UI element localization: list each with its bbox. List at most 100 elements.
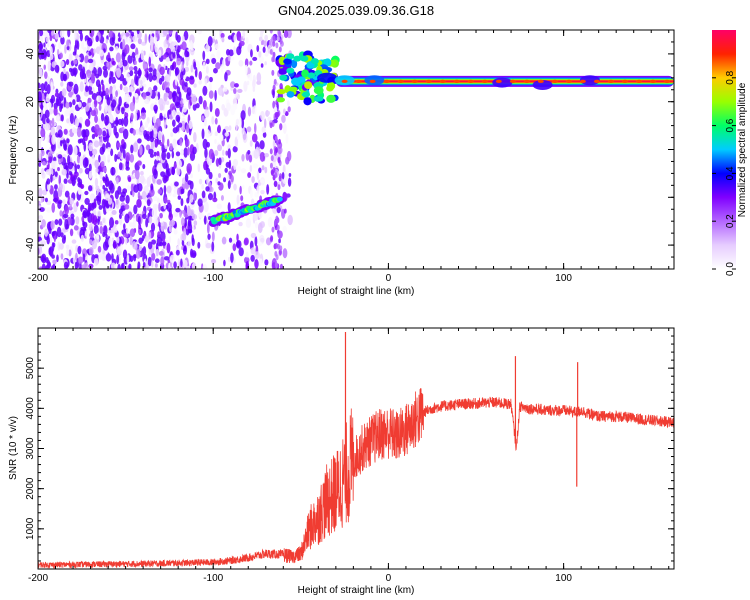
noise-speckle	[106, 61, 110, 67]
noise-speckle	[226, 102, 231, 112]
noise-speckle	[107, 154, 111, 161]
noise-speckle	[108, 237, 113, 247]
noise-speckle	[117, 104, 121, 111]
noise-speckle	[168, 30, 173, 35]
streak-speckle	[279, 173, 283, 180]
noise-speckle	[252, 79, 256, 89]
noise-speckle	[201, 183, 205, 190]
noise-speckle	[77, 56, 81, 61]
noise-speckle	[88, 63, 94, 72]
noise-speckle	[205, 186, 210, 192]
noise-speckle	[242, 30, 246, 39]
noise-speckle	[175, 101, 181, 109]
noise-speckle	[264, 50, 269, 57]
noise-speckle	[137, 138, 142, 144]
noise-speckle	[123, 142, 127, 150]
noise-speckle	[148, 72, 153, 83]
noise-speckle	[211, 57, 217, 65]
noise-speckle	[106, 96, 111, 106]
track-highlight	[607, 79, 614, 83]
noise-speckle	[118, 208, 124, 215]
noise-speckle	[273, 106, 278, 114]
noise-speckle	[77, 176, 81, 183]
noise-speckle	[142, 246, 147, 256]
noise-speckle	[227, 54, 231, 62]
noise-speckle	[55, 96, 62, 107]
noise-speckle	[155, 30, 159, 38]
noise-speckle	[104, 114, 110, 126]
track-highlight	[453, 79, 460, 83]
noise-speckle	[81, 264, 87, 269]
noise-speckle	[109, 46, 114, 52]
noise-speckle	[202, 50, 206, 61]
noise-speckle	[142, 70, 146, 76]
noise-speckle	[131, 51, 136, 58]
noise-speckle	[98, 154, 101, 163]
noise-speckle	[232, 158, 239, 167]
noise-speckle	[67, 195, 71, 205]
noise-speckle	[188, 119, 193, 130]
noise-speckle	[96, 91, 101, 97]
noise-speckle	[221, 37, 225, 43]
noise-speckle	[251, 133, 258, 143]
noise-speckle	[78, 116, 83, 124]
noise-speckle	[59, 210, 63, 217]
noise-speckle	[47, 76, 50, 85]
noise-speckle	[66, 45, 70, 51]
noise-speckle	[90, 72, 95, 84]
noise-speckle	[160, 198, 163, 206]
noise-speckle	[241, 184, 245, 190]
noise-speckle	[123, 86, 129, 93]
noise-speckle	[253, 148, 260, 159]
noise-speckle	[72, 145, 78, 157]
noise-speckle	[111, 60, 116, 66]
noise-speckle	[175, 207, 181, 213]
y-tick-label: 0	[25, 146, 36, 152]
noise-speckle	[38, 137, 42, 144]
noise-speckle	[272, 88, 275, 99]
noise-speckle	[241, 117, 245, 129]
noise-speckle	[171, 41, 178, 47]
noise-speckle	[102, 249, 105, 255]
noise-speckle	[206, 222, 210, 234]
noise-speckle	[114, 220, 119, 225]
noise-speckle	[43, 42, 46, 48]
noise-speckle	[163, 92, 169, 98]
noise-speckle	[193, 188, 198, 194]
noise-speckle	[220, 32, 225, 39]
track-highlight	[509, 79, 516, 83]
noise-speckle	[205, 58, 210, 65]
noise-speckle	[42, 99, 46, 107]
noise-speckle	[121, 51, 126, 62]
noise-speckle	[163, 221, 168, 230]
noise-speckle	[204, 78, 208, 85]
noise-speckle	[209, 101, 213, 113]
noise-speckle	[180, 71, 184, 80]
noise-speckle	[165, 86, 170, 94]
noise-speckle	[138, 244, 143, 251]
noise-speckle	[154, 138, 159, 148]
noise-speckle	[63, 73, 68, 82]
noise-speckle	[44, 197, 48, 203]
figure-title: GN04.2025.039.09.36.G18	[278, 3, 434, 18]
noise-speckle	[185, 138, 190, 148]
noise-speckle	[57, 167, 60, 172]
noise-speckle	[148, 148, 154, 155]
y-tick-label: -20	[25, 190, 36, 205]
noise-speckle	[176, 159, 182, 169]
noise-speckle	[159, 66, 165, 76]
cluster-blob-bright	[279, 74, 288, 81]
noise-speckle	[281, 172, 285, 180]
noise-speckle	[72, 99, 76, 106]
noise-speckle	[100, 160, 105, 168]
noise-speckle	[175, 31, 178, 41]
noise-speckle	[108, 230, 113, 237]
noise-speckle	[194, 66, 198, 78]
noise-speckle	[89, 193, 96, 202]
noise-speckle	[109, 93, 113, 101]
noise-speckle	[267, 110, 271, 115]
noise-speckle	[283, 30, 289, 39]
noise-speckle	[68, 249, 72, 257]
